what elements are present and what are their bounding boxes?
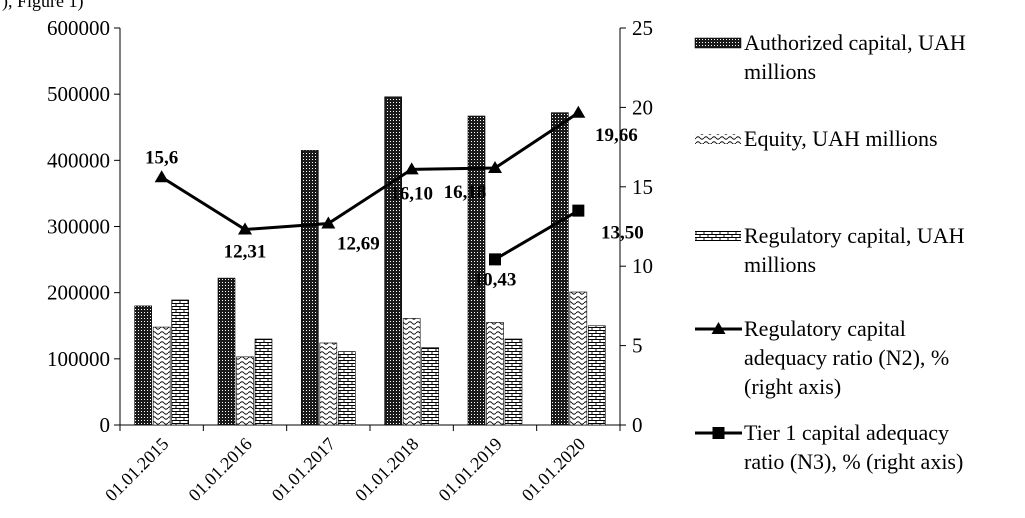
legend-label: ratio (N3), % (right axis) (744, 449, 963, 474)
axes: 0 100000 200000 300000 400000 500000 600000 0 5 1… (47, 16, 653, 505)
caption-fragment: ), Figure 1) (2, 0, 84, 11)
y-left-tick-label: 400000 (47, 148, 110, 172)
bar-waves (152, 326, 171, 426)
data-label: 16,18 (444, 182, 487, 203)
marker-triangle (321, 216, 336, 229)
bar-dense-dots (551, 112, 569, 426)
bars (134, 96, 606, 426)
bar-waves (319, 342, 338, 426)
marker-triangle (571, 105, 586, 118)
bar-bricks (421, 347, 439, 426)
data-label: 10,43 (474, 269, 517, 290)
legend-label: Regulatory capital, UAH (744, 223, 965, 248)
x-tick-label: 01.01.2020 (518, 434, 589, 505)
bar-waves (236, 356, 254, 426)
line-triangle (160, 111, 580, 232)
marker-triangle (238, 222, 252, 235)
bar-waves (569, 291, 588, 426)
marker-square (489, 253, 501, 266)
bar-dense-dots (217, 277, 236, 426)
x-tick-label: 01.01.2015 (101, 434, 172, 505)
y-right-tick-label: 5 (632, 334, 643, 358)
labels: 15,6 12,31 12,69 16,10 16,18 19,66 10,43 13,50 (145, 125, 644, 291)
y-right-tick-label: 20 (632, 95, 653, 119)
data-label: 12,31 (224, 242, 267, 263)
bar-waves (486, 322, 504, 426)
marker-triangle (404, 162, 419, 175)
legend-label: Authorized capital, UAH (744, 30, 966, 55)
y-left-tick-label: 100000 (47, 347, 110, 371)
bar-bricks (588, 325, 606, 426)
legend-label: millions (744, 252, 816, 277)
y-right-tick-label: 25 (632, 16, 653, 40)
y-left-tick-label: 600000 (47, 16, 110, 40)
bar-bricks (254, 338, 273, 426)
data-label: 16,10 (390, 183, 433, 204)
y-right-tick-label: 15 (632, 175, 653, 199)
legend-marker-square (712, 427, 725, 439)
data-label: 15,6 (145, 147, 178, 168)
y-left-tick-label: 200000 (47, 281, 110, 305)
legend-swatch-bricks (695, 231, 741, 241)
bar-dense-dots (384, 96, 402, 426)
legend-label: Regulatory capital (744, 316, 906, 341)
legend-label: Equity, UAH millions (744, 126, 938, 151)
legend-label: adequacy ratio (N2), % (744, 345, 949, 370)
bar-bricks (504, 338, 523, 426)
y-left-tick-label: 0 (100, 413, 111, 437)
legend-label: (right axis) (744, 374, 841, 399)
marker-triangle (488, 161, 502, 174)
y-right-tick-label: 0 (632, 413, 643, 437)
marker-triangle (154, 170, 169, 183)
legend-label: millions (744, 59, 816, 84)
x-tick-label: 01.01.2016 (184, 434, 255, 505)
bar-dense-dots (301, 150, 319, 426)
x-tick-label: 01.01.2017 (268, 434, 339, 505)
bar-dense-dots (467, 115, 486, 426)
lines (154, 105, 586, 266)
data-label: 13,50 (601, 223, 644, 244)
bar-bricks (338, 351, 356, 426)
bar-waves (402, 318, 421, 426)
data-label: 19,66 (595, 125, 638, 146)
y-left-tick-label: 300000 (47, 215, 110, 239)
x-tick-label: 01.01.2019 (434, 434, 505, 505)
legend-marker-triangle (711, 322, 726, 334)
legend-swatch-dense-dots (694, 37, 742, 49)
bar-bricks (171, 299, 189, 426)
line-square (494, 209, 580, 261)
data-label: 12,69 (337, 233, 380, 254)
bar-dense-dots (134, 305, 152, 426)
legend: Authorized capital, UAH millions Equity, U… (694, 30, 966, 474)
legend-label: Tier 1 capital adequacy (744, 420, 949, 445)
y-left-tick-label: 500000 (47, 82, 110, 106)
x-tick-label: 01.01.2018 (351, 434, 422, 505)
marker-square (572, 204, 585, 217)
legend-swatch-waves (695, 134, 741, 144)
y-right-tick-label: 10 (632, 254, 653, 278)
